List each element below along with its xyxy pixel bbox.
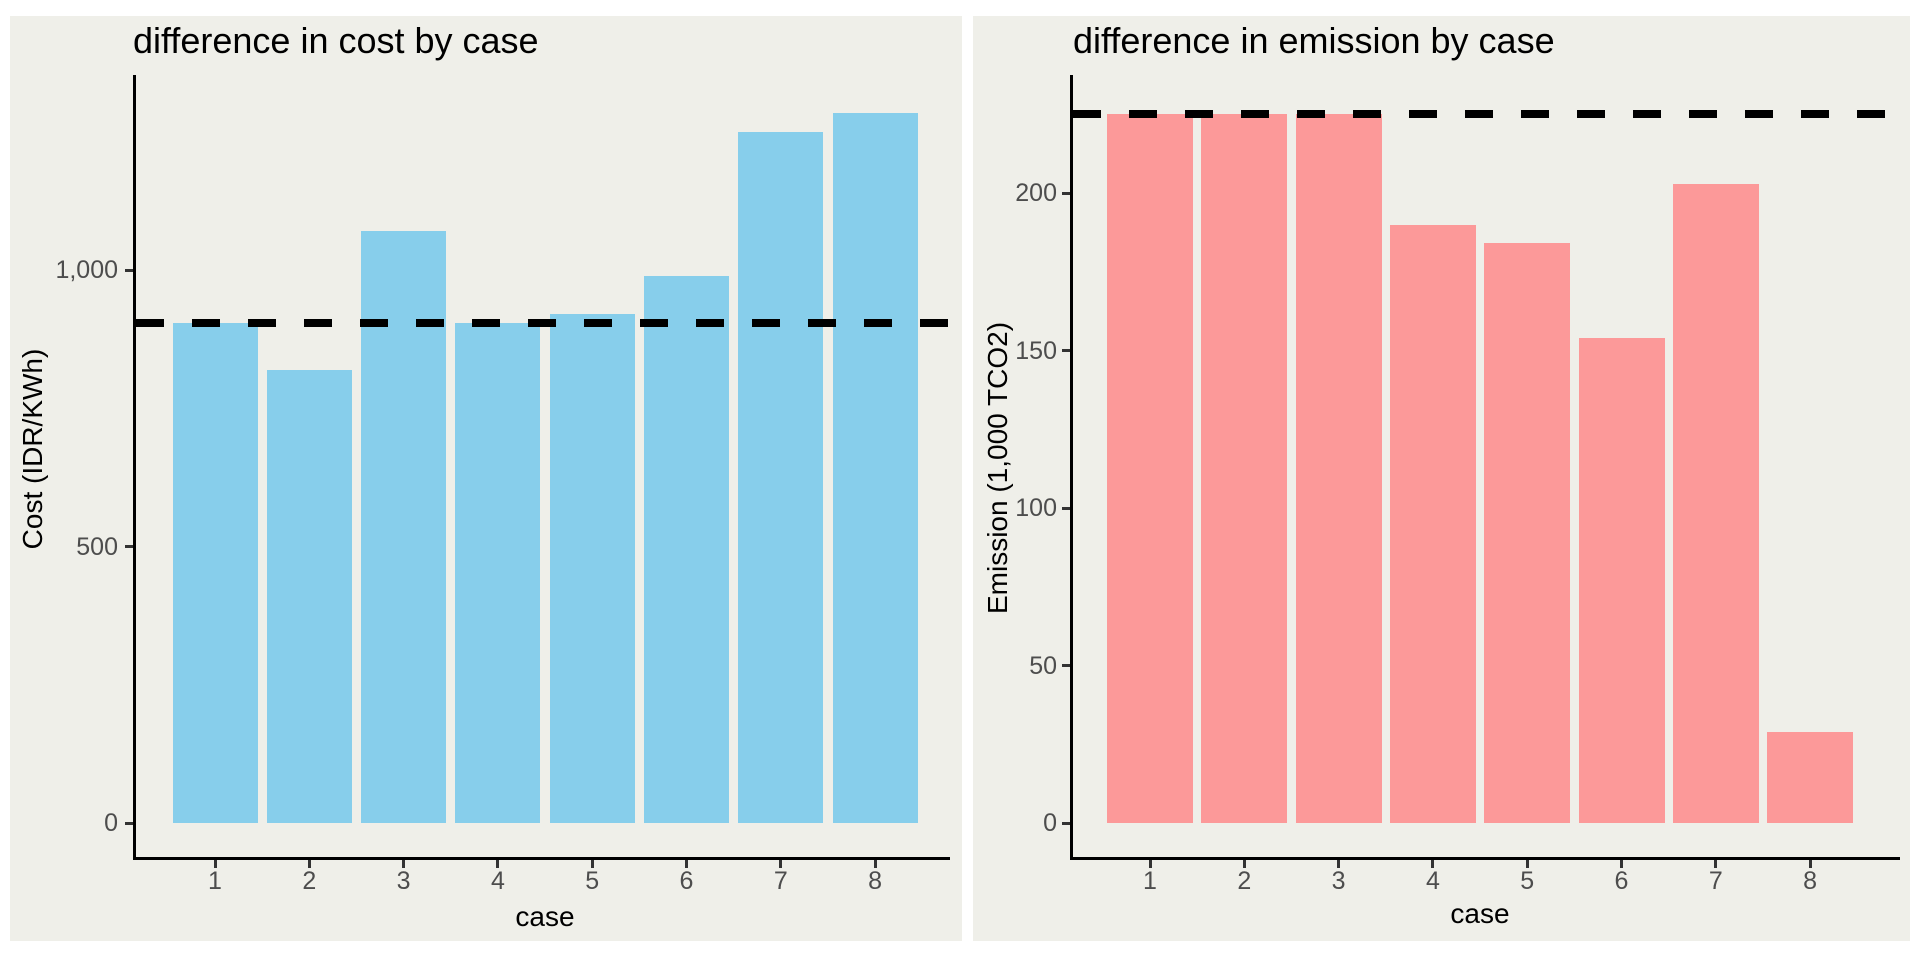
x-tick-mark [496,860,500,868]
x-tick-label: 1 [208,867,222,895]
chart-title: difference in cost by case [133,20,539,61]
x-axis-line [133,857,950,860]
y-tick-label: 200 [1015,179,1057,208]
x-tick-label: 8 [1803,867,1818,895]
y-tick-label: 0 [1043,809,1057,837]
y-tick-label: 100 [1015,494,1057,523]
bar-case-3 [361,231,447,823]
bar-case-8 [1767,731,1854,823]
cost-chart-panel: difference in cost by case Cost (IDR/KWh… [10,16,962,941]
x-axis-title: case [515,901,575,932]
chart-title: difference in emission by case [1073,20,1555,61]
y-tick-mark [1062,191,1070,195]
x-tick-mark [1525,860,1529,868]
y-tick-label: 0 [104,809,118,837]
x-tick-label: 6 [679,867,694,895]
x-tick-label: 7 [773,867,788,895]
x-tick-mark [685,860,688,868]
plot-area: 1 2 3 4 5 6 7 8 0 500 1,000 [10,16,962,941]
y-tick-mark [1062,506,1070,510]
x-tick-label: 2 [302,867,317,895]
y-tick-mark [125,268,133,272]
x-tick-mark [1620,860,1623,868]
x-tick-mark [590,860,594,868]
y-tick-mark [125,821,133,825]
x-tick-label: 4 [490,867,505,895]
x-tick-label: 3 [1331,867,1346,895]
y-tick-label: 150 [1015,336,1057,365]
bar-case-1 [172,322,258,823]
y-tick-mark [1062,349,1070,353]
bar-case-2 [1201,114,1288,823]
x-tick-mark [402,860,406,868]
y-tick-label: 50 [1029,651,1057,680]
bar-case-6 [1578,337,1665,823]
y-axis-line [1070,75,1073,860]
bar-case-7 [738,131,824,823]
bar-case-3 [1295,114,1382,823]
x-tick-label: 7 [1708,867,1723,895]
y-axis-line [133,75,136,860]
emission-chart-panel: difference in emission by case Emission … [973,16,1910,941]
reference-dashed-line [1073,110,1900,119]
bar-case-4 [455,322,541,823]
x-tick-label: 6 [1614,867,1629,895]
bar-case-1 [1107,114,1193,823]
bar-case-4 [1389,224,1476,823]
x-tick-mark [1242,860,1246,868]
y-tick-mark [125,545,133,549]
bar-case-5 [1484,243,1571,823]
y-tick-label: 1,000 [55,256,118,285]
reference-dashed-line [136,318,950,327]
x-tick-mark [873,860,877,868]
x-tick-label: 5 [585,867,600,895]
bar-case-7 [1672,183,1759,823]
plot-area: 1 2 3 4 5 6 7 8 0 50 100 150 200 [973,16,1910,941]
x-tick-label: 2 [1237,867,1252,895]
x-tick-label: 5 [1520,867,1535,895]
x-tick-label: 4 [1425,867,1440,895]
x-tick-mark [1148,860,1152,868]
x-tick-mark [1431,860,1435,868]
y-tick-label: 500 [76,532,118,561]
x-axis-line [1070,857,1900,860]
x-axis-title: case [1450,898,1510,929]
x-tick-mark [1808,860,1812,868]
x-tick-mark [1714,860,1718,868]
bar-case-2 [266,369,352,823]
y-tick-mark [1062,664,1070,668]
bar-case-6 [644,275,729,823]
x-tick-label: 1 [1143,867,1157,895]
x-tick-mark [779,860,783,868]
x-tick-mark [1337,860,1341,868]
x-tick-mark [307,860,311,868]
x-tick-label: 8 [868,867,883,895]
x-tick-label: 3 [396,867,411,895]
y-tick-mark [1062,821,1070,825]
x-tick-mark [213,860,217,868]
bar-case-8 [832,112,918,823]
bar-case-5 [549,314,635,823]
